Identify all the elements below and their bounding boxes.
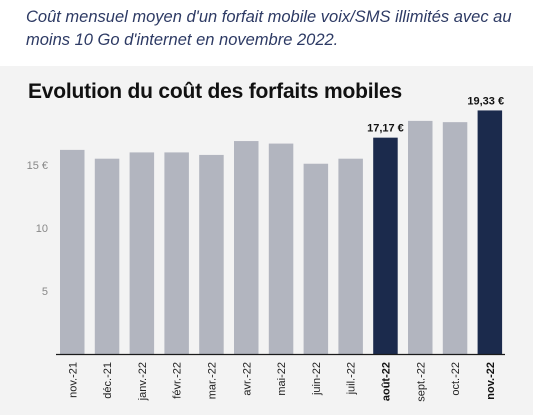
data-labels: 17,17 € 19,33 € <box>367 95 504 134</box>
bar-7 <box>303 163 329 354</box>
y-tick-label: 5 <box>42 286 48 298</box>
x-tick-label: sept.-22 <box>415 362 427 402</box>
x-tick-label: mar.-22 <box>206 362 218 399</box>
bar-4 <box>199 154 224 354</box>
x-tick-label: juil.-22 <box>346 362 358 395</box>
x-tick-label: déc.-21 <box>102 362 114 399</box>
bars <box>60 110 503 355</box>
x-tick-label: févr.-22 <box>172 362 184 399</box>
bar-0 <box>60 149 85 354</box>
x-tick-label: nov.-22 <box>485 362 497 400</box>
bar-5 <box>234 141 259 354</box>
bar-1 <box>94 158 120 354</box>
bar-11 <box>442 122 468 354</box>
chart-caption: Coût mensuel moyen d'un forfait mobile v… <box>26 8 512 49</box>
x-axis-labels: nov.-21 déc.-21 janv.-22 févr.-22 mar.-22 avr… <box>67 362 497 402</box>
bar-2 <box>129 152 155 354</box>
x-tick-label: nov.-21 <box>67 362 79 398</box>
y-tick-label: 15 € <box>27 160 48 172</box>
bar-9 <box>373 137 398 354</box>
y-tick-label: 10 <box>36 223 48 235</box>
x-tick-label: août-22 <box>380 362 392 401</box>
bar-3 <box>164 152 189 354</box>
data-label: 19,33 € <box>467 95 504 107</box>
bar-12 <box>477 110 503 354</box>
x-tick-label: oct.-22 <box>450 362 462 396</box>
bar-10 <box>408 120 433 355</box>
x-tick-label: juin-22 <box>311 362 323 396</box>
data-label: 17,17 € <box>367 123 404 135</box>
x-tick-label: avr.-22 <box>241 362 253 396</box>
bar-6 <box>268 143 294 354</box>
chart-title: Evolution du coût des forfaits mobiles <box>28 80 402 103</box>
x-tick-label: janv.-22 <box>137 362 149 401</box>
x-tick-label: mai-22 <box>276 362 288 396</box>
bar-8 <box>338 158 363 354</box>
y-axis-ticks: 5 10 15 € <box>27 160 48 298</box>
